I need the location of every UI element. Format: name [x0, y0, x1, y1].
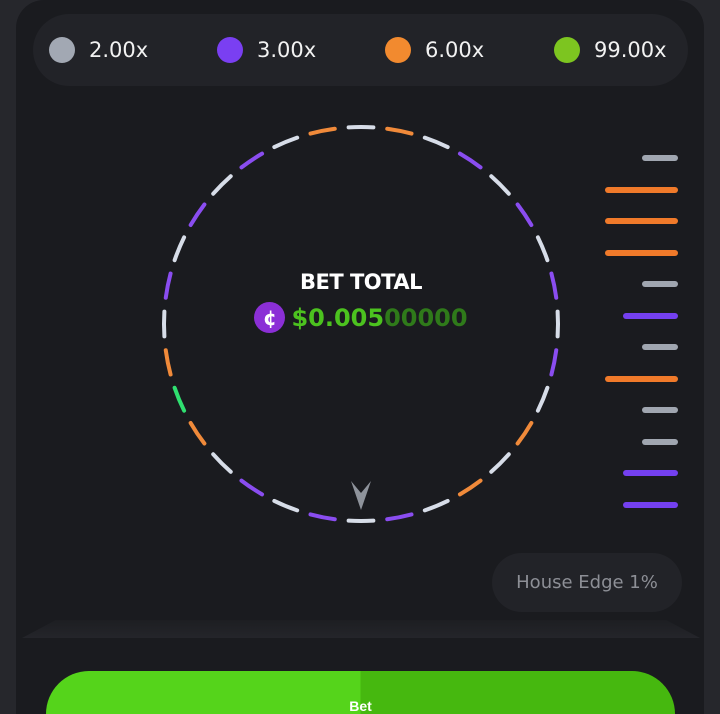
amount-main: $0.005 — [291, 303, 385, 332]
green-dot-icon — [554, 37, 580, 63]
wheel-segment-purple — [239, 151, 265, 170]
wheel-segment-purple — [515, 202, 534, 228]
bet-total-title: BET TOTAL — [300, 270, 423, 294]
wheel-segment-white — [272, 498, 300, 513]
wheel-segment-white — [211, 174, 233, 196]
wheel-segment-white — [211, 452, 233, 474]
wheel-segment-white — [535, 385, 550, 413]
divider — [22, 620, 700, 638]
history-bar-gray — [642, 438, 678, 445]
history-bar-orange — [605, 249, 678, 256]
gray-dot-icon — [49, 37, 75, 63]
purple-dot-icon — [217, 37, 243, 63]
history-bar-gray — [642, 407, 678, 413]
wheel-segment-white — [422, 135, 450, 150]
history-bar-orange — [605, 375, 678, 382]
legend-item-99x: 99.00x — [554, 14, 667, 86]
history-bar-purple — [623, 501, 678, 508]
wheel-segment-white — [422, 498, 450, 513]
bet-button[interactable]: Bet — [46, 671, 675, 714]
wheel-segment-purple — [549, 271, 559, 300]
wheel-segment-orange — [385, 126, 414, 136]
wheel-segment-orange — [163, 348, 173, 377]
amount-dim: 00000 — [384, 303, 468, 332]
bet-total-amount: ¢ $0.00500000 — [161, 302, 561, 333]
wheel-segment-purple — [385, 512, 414, 522]
wheel-segment-white — [489, 174, 511, 196]
wheel-segment-purple — [308, 512, 337, 522]
wheel-segment-purple — [549, 348, 559, 377]
bet-total: BET TOTAL ¢ $0.00500000 — [161, 270, 561, 333]
wheel-segment-white — [272, 135, 300, 150]
wheel-segment-white — [535, 235, 550, 263]
legend-item-6x: 6.00x — [385, 14, 484, 86]
legend-item-2x: 2.00x — [49, 14, 148, 86]
wheel-segment-purple — [457, 151, 483, 170]
result-history — [600, 150, 680, 510]
legend-label: 3.00x — [257, 38, 317, 62]
history-bar-orange — [605, 186, 678, 193]
legend-label: 6.00x — [425, 38, 485, 62]
pointer-arrow-icon — [351, 481, 371, 510]
wheel-segment-purple — [188, 202, 207, 228]
orange-dot-icon — [385, 37, 411, 63]
wheel-segment-orange — [308, 126, 337, 136]
wheel — [162, 125, 560, 523]
history-bar-orange — [605, 218, 678, 224]
history-bar-purple — [623, 470, 678, 476]
wheel-segment-green — [172, 385, 187, 413]
wheel-segment-white — [489, 452, 511, 474]
history-bar-gray — [642, 155, 678, 161]
bet-button-label: Bet — [349, 698, 372, 714]
history-bar-purple — [623, 312, 678, 319]
house-edge-badge: House Edge 1% — [492, 553, 682, 612]
legend-label: 99.00x — [594, 38, 667, 62]
multiplier-legend: 2.00x 3.00x 6.00x 99.00x — [33, 14, 688, 86]
wheel-segment-purple — [239, 478, 265, 497]
wheel-segment-orange — [188, 420, 207, 446]
wheel-segment-purple — [163, 271, 173, 300]
wheel-segment-orange — [515, 420, 534, 446]
history-bar-gray — [642, 281, 678, 287]
wheel-segment-white — [172, 235, 187, 263]
cent-coin-icon: ¢ — [254, 302, 286, 333]
legend-label: 2.00x — [89, 38, 149, 62]
history-bar-gray — [642, 344, 678, 350]
legend-item-3x: 3.00x — [217, 14, 316, 86]
wheel-segment-orange — [457, 478, 483, 497]
